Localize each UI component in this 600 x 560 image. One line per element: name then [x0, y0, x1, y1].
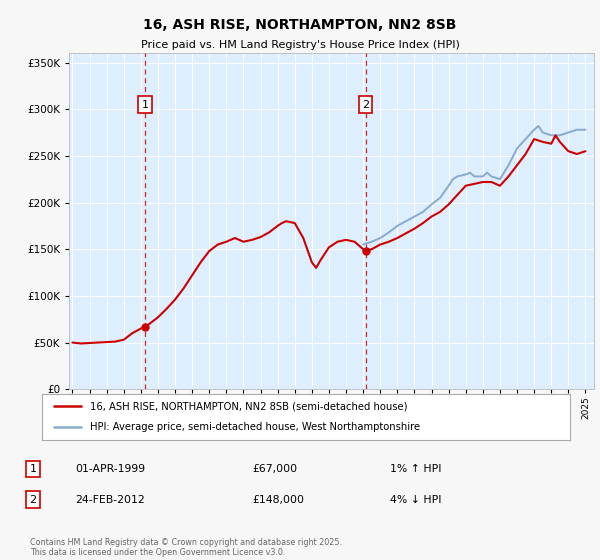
Text: Price paid vs. HM Land Registry's House Price Index (HPI): Price paid vs. HM Land Registry's House … [140, 40, 460, 50]
Text: 1: 1 [29, 464, 37, 474]
Text: 01-APR-1999: 01-APR-1999 [75, 464, 145, 474]
Text: £148,000: £148,000 [252, 494, 304, 505]
Text: 16, ASH RISE, NORTHAMPTON, NN2 8SB (semi-detached house): 16, ASH RISE, NORTHAMPTON, NN2 8SB (semi… [89, 401, 407, 411]
Text: 4% ↓ HPI: 4% ↓ HPI [390, 494, 442, 505]
Text: £67,000: £67,000 [252, 464, 297, 474]
Text: 2: 2 [362, 100, 369, 110]
Text: 2: 2 [29, 494, 37, 505]
Text: Contains HM Land Registry data © Crown copyright and database right 2025.
This d: Contains HM Land Registry data © Crown c… [30, 538, 342, 557]
Text: 1: 1 [142, 100, 149, 110]
Text: 1% ↑ HPI: 1% ↑ HPI [390, 464, 442, 474]
Text: HPI: Average price, semi-detached house, West Northamptonshire: HPI: Average price, semi-detached house,… [89, 422, 419, 432]
Text: 24-FEB-2012: 24-FEB-2012 [75, 494, 145, 505]
Text: 16, ASH RISE, NORTHAMPTON, NN2 8SB: 16, ASH RISE, NORTHAMPTON, NN2 8SB [143, 18, 457, 32]
